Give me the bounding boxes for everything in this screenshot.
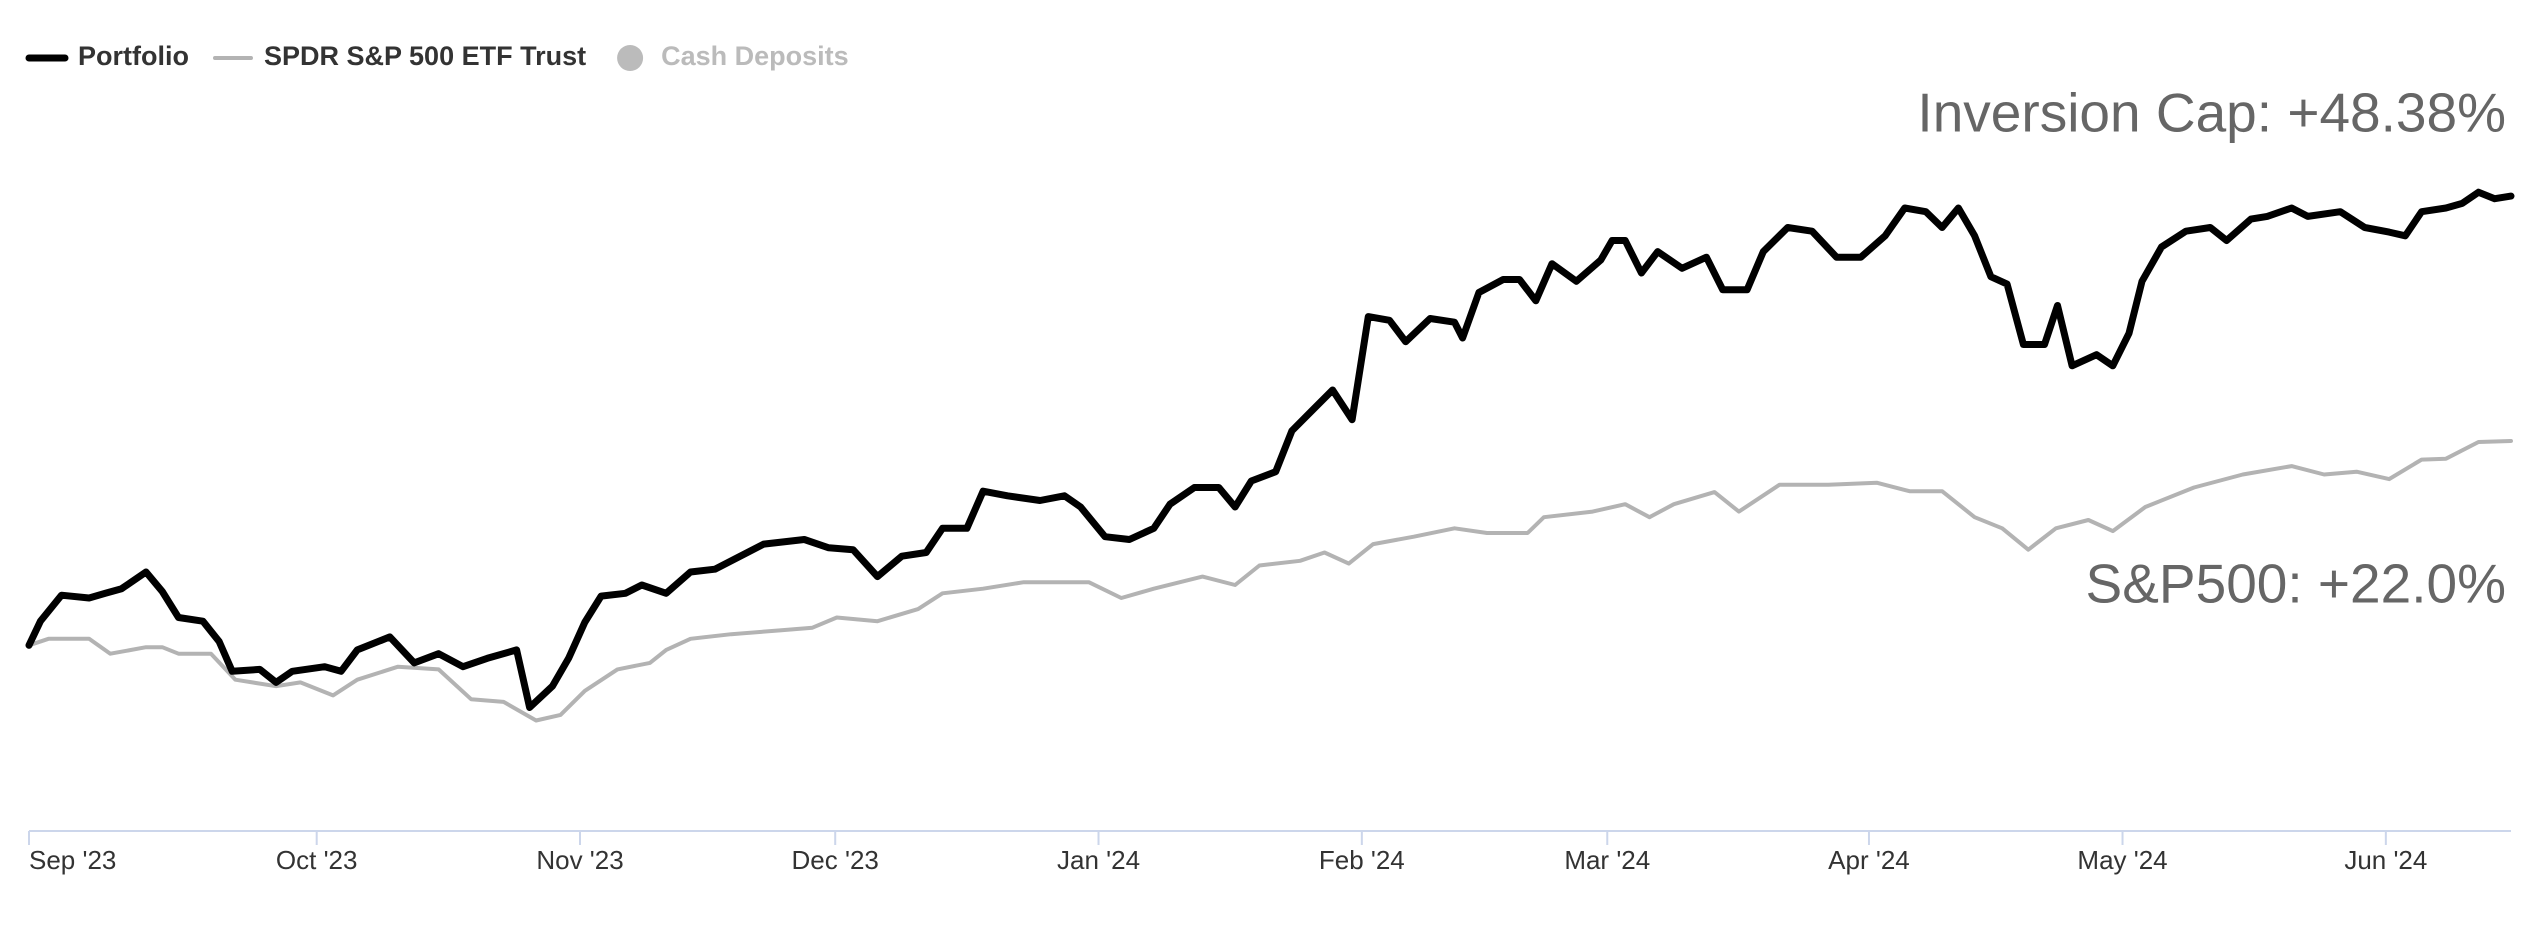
x-tick-label: Jan '24 xyxy=(1057,845,1140,875)
legend-label[interactable]: Cash Deposits xyxy=(661,41,849,71)
legend-label[interactable]: SPDR S&P 500 ETF Trust xyxy=(264,41,586,71)
legend-symbol xyxy=(617,45,644,71)
x-tick-label: May '24 xyxy=(2077,845,2167,875)
x-tick-label: Apr '24 xyxy=(1828,845,1910,875)
annotation: Inversion Cap: +48.38% xyxy=(1917,82,2506,144)
x-tick-label: Feb '24 xyxy=(1319,845,1405,875)
annotation: S&P500: +22.0% xyxy=(2086,553,2506,615)
legend-label[interactable]: Portfolio xyxy=(78,41,189,71)
series-line xyxy=(27,439,2513,723)
x-tick-label: Oct '23 xyxy=(276,845,358,875)
x-tick-label: Jun '24 xyxy=(2344,845,2427,875)
x-tick-label: Sep '23 xyxy=(29,845,116,875)
series-line xyxy=(25,188,2515,711)
x-tick-label: Mar '24 xyxy=(1564,845,1650,875)
x-tick-label: Dec '23 xyxy=(792,845,879,875)
x-tick-label: Nov '23 xyxy=(536,845,623,875)
